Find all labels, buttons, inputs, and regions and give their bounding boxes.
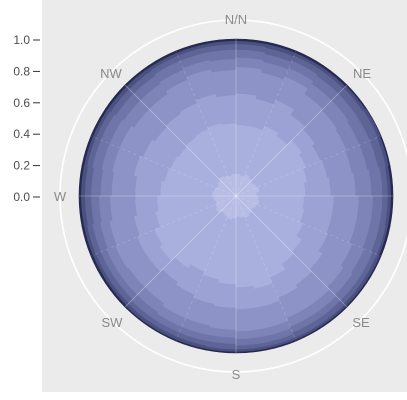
spoke-5 xyxy=(235,195,382,257)
radial-tick-label-2: 0.4 xyxy=(13,127,30,141)
spoke-10 xyxy=(124,195,237,308)
spoke-15 xyxy=(175,50,237,197)
spoke-1 xyxy=(235,50,297,197)
sector-layer-1-20 xyxy=(216,195,237,214)
radial-tick-label-4: 0.8 xyxy=(13,64,30,78)
sector-layer-2-20 xyxy=(159,195,237,261)
sector-layer-2-15 xyxy=(235,195,255,288)
sector-layers xyxy=(78,38,394,354)
spoke-3 xyxy=(235,135,382,197)
direction-label-nw: NW xyxy=(100,66,122,81)
sector-layer-2-21 xyxy=(154,195,237,246)
sector-layer-1-28 xyxy=(218,176,237,197)
spoke-14 xyxy=(124,84,237,197)
sector-layer-1-3 xyxy=(235,177,252,197)
direction-label-se: SE xyxy=(352,315,370,330)
radial-tick-label-3: 0.6 xyxy=(13,96,30,110)
sector-layer-1-14 xyxy=(235,195,245,218)
radial-tick-label-0: 0.0 xyxy=(13,190,30,204)
radial-spokes xyxy=(79,39,393,353)
sector-layer-1-21 xyxy=(215,195,237,209)
direction-label-n: N/N xyxy=(225,12,247,27)
spoke-6 xyxy=(235,195,348,308)
direction-label-sw: SW xyxy=(102,315,124,330)
spoke-2 xyxy=(235,84,348,197)
layer-1 xyxy=(212,173,260,220)
sector-layer-2-22 xyxy=(155,195,237,228)
sector-layer-1-2 xyxy=(235,173,250,197)
sector-layer-1-6 xyxy=(235,186,260,197)
sector-layer-2-4 xyxy=(235,140,302,197)
radial-axis: 0.0 0.2 0.4 0.6 0.8 1.0 xyxy=(13,33,40,204)
radial-tick-label-5: 1.0 xyxy=(13,33,30,47)
spoke-9 xyxy=(175,195,237,342)
spoke-11 xyxy=(90,195,237,257)
sector-layer-1-29 xyxy=(223,175,237,197)
spoke-7 xyxy=(235,195,297,342)
sector-layer-1-13 xyxy=(235,195,250,219)
outer-grid-circle xyxy=(59,19,407,373)
sector-layer-2-14 xyxy=(235,195,273,289)
direction-label-ne: NE xyxy=(353,66,371,81)
radial-tick-label-1: 0.2 xyxy=(13,159,30,173)
direction-label-w: W xyxy=(54,189,67,204)
spoke-13 xyxy=(90,135,237,197)
direction-labels: N/N NE E SE S SW W NW xyxy=(54,12,371,382)
direction-label-s: S xyxy=(232,367,241,382)
sector-layer-1-31 xyxy=(231,173,237,197)
